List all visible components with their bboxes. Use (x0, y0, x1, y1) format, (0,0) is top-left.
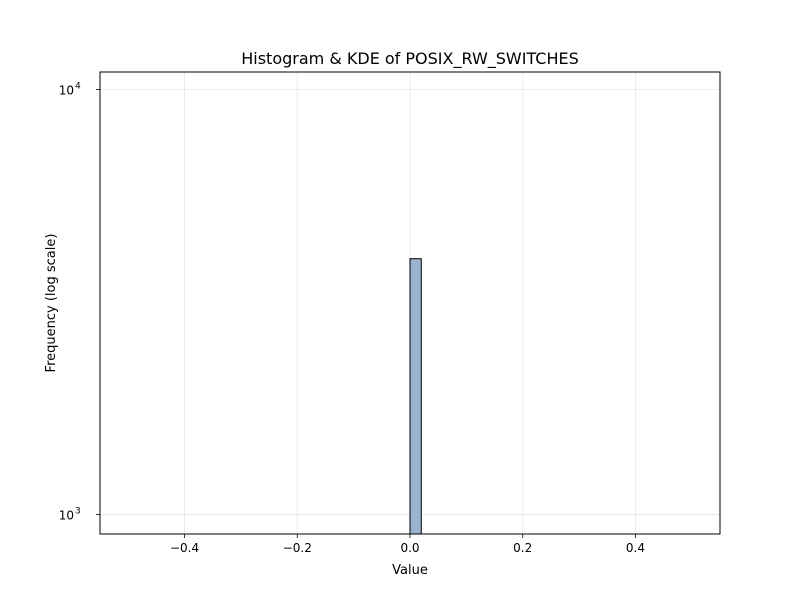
chart-title: Histogram & KDE of POSIX_RW_SWITCHES (241, 49, 579, 69)
x-axis-ticks: −0.4 −0.2 0.0 0.2 0.4 (170, 534, 645, 555)
x-tick-label: −0.2 (283, 541, 312, 555)
histogram-bars (409, 258, 422, 535)
y-axis-label: Frequency (log scale) (44, 234, 59, 373)
y-tick-label: 10 (59, 84, 74, 98)
y-tick-exponent: 4 (75, 82, 81, 92)
histogram-bar (409, 258, 422, 535)
y-tick-exponent: 3 (75, 507, 81, 517)
x-tick-label: 0.0 (400, 541, 419, 555)
x-tick-label: −0.4 (170, 541, 199, 555)
y-tick-label: 10 (59, 509, 74, 523)
x-tick-label: 0.2 (513, 541, 532, 555)
x-tick-label: 0.4 (626, 541, 645, 555)
x-axis-label: Value (392, 563, 428, 578)
